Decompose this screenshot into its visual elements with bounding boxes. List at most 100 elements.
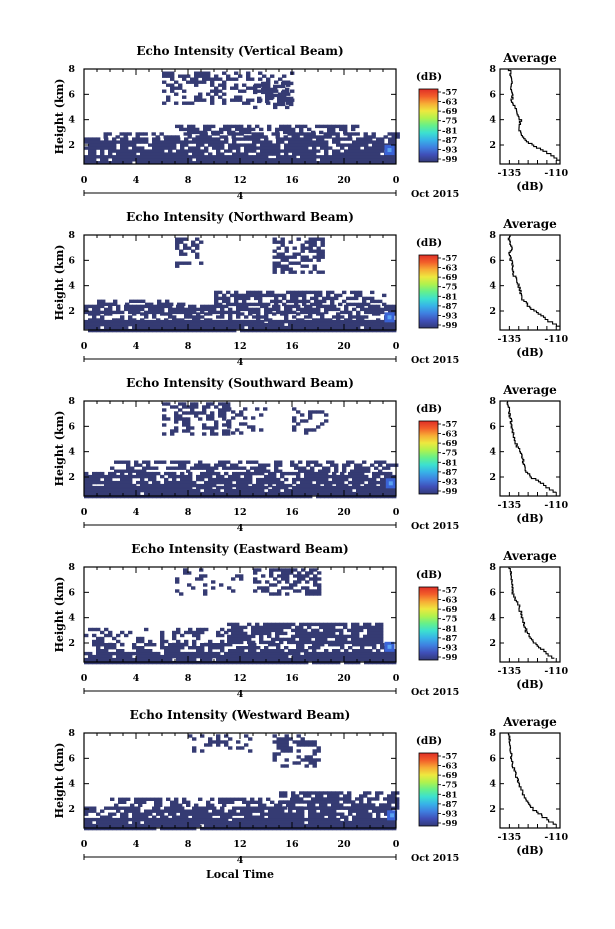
echo-cell (335, 640, 340, 645)
echo-cell (228, 809, 233, 813)
echo-cell (376, 812, 381, 816)
echo-cell (367, 803, 372, 807)
echo-cell (335, 132, 340, 136)
echo-cell (340, 474, 345, 479)
echo-cell (100, 140, 105, 144)
echo-cell (372, 809, 377, 813)
echo-cell (264, 812, 269, 816)
echo-cells (84, 402, 399, 499)
echo-cell (192, 140, 197, 144)
echo-cell (172, 630, 177, 635)
echo-cell (104, 820, 109, 825)
echo-cell (360, 307, 365, 312)
echo-cell (272, 817, 277, 822)
echo-cells (84, 568, 397, 665)
echo-cell (144, 812, 149, 816)
echo-cell (296, 252, 301, 256)
colorbar-tick-label: -81 (442, 126, 457, 136)
echo-cell (120, 642, 125, 647)
echo-cell (271, 628, 276, 633)
echo-cell (172, 646, 177, 650)
echo-cell (170, 429, 175, 433)
echo-cell (204, 817, 209, 822)
echo-cell (288, 826, 293, 831)
echo-cell (248, 491, 253, 496)
echo-cell (308, 319, 313, 324)
echo-cell (320, 471, 325, 476)
echo-cell (348, 660, 353, 665)
x-tick-label: 0 (393, 673, 400, 684)
echo-cell (128, 480, 133, 485)
echo-cell (200, 654, 205, 659)
echo-cell (312, 161, 317, 165)
echo-cell (112, 657, 117, 662)
echo-cell (236, 485, 241, 490)
echo-cell (316, 318, 321, 322)
echo-cell (216, 471, 221, 476)
echo-cell (360, 315, 365, 319)
echo-cell (211, 124, 216, 129)
echo-cell (332, 158, 337, 162)
echo-cell (300, 161, 305, 165)
echo-cell (265, 84, 270, 89)
echo-cell (359, 797, 364, 801)
echo-cell (388, 158, 393, 162)
echo-cell (242, 89, 247, 93)
echo-cell (206, 405, 211, 409)
echo-cell (222, 463, 227, 467)
echo-cell (140, 474, 145, 479)
echo-cell (372, 823, 377, 828)
echo-cell (300, 649, 305, 653)
echo-cell (300, 149, 305, 153)
echo-cell (234, 797, 239, 801)
echo-cell (84, 146, 89, 150)
echo-cell (140, 639, 145, 644)
echo-cell (266, 302, 271, 307)
colorbar (418, 752, 439, 827)
colorbar-tick-label: -87 (442, 136, 457, 146)
echo-cell (297, 571, 302, 575)
echo-cell (250, 98, 255, 102)
echo-cell (212, 319, 217, 324)
echo-cell (320, 657, 325, 662)
echo-cell (124, 657, 129, 662)
echo-cell (200, 322, 205, 327)
echo-cell (124, 483, 129, 488)
echo-cell (310, 290, 315, 295)
echo-cell (216, 817, 221, 822)
echo-cell (206, 414, 211, 418)
echo-cell (192, 318, 197, 322)
echo-cell (332, 812, 337, 816)
echo-cell (298, 293, 303, 298)
echo-cell (376, 657, 381, 662)
echo-cell (280, 240, 285, 244)
echo-cell (340, 820, 345, 825)
echo-cell (168, 310, 173, 315)
echo-cell (328, 483, 333, 488)
echo-cell (256, 146, 261, 150)
echo-cell (182, 411, 187, 415)
y-tick-label: 2 (68, 140, 75, 151)
echo-cell (183, 127, 188, 132)
echo-cell (316, 820, 321, 825)
echo-cell (388, 651, 393, 656)
echo-cell (340, 651, 345, 656)
echo-cell (363, 634, 368, 639)
echo-cell (195, 252, 200, 256)
echo-cell (296, 485, 301, 490)
echo-cell (292, 651, 297, 656)
echo-cell (368, 152, 373, 156)
echo-cell (307, 806, 312, 810)
echo-cell (118, 797, 123, 801)
echo-cell (236, 474, 241, 479)
echo-cell (247, 622, 252, 627)
echo-cell (184, 158, 189, 162)
average-title: Average (502, 715, 557, 729)
echo-cell (280, 161, 285, 165)
echo-cell (186, 423, 191, 427)
echo-cell (276, 660, 281, 665)
echo-cell (196, 491, 201, 496)
echo-cell (236, 149, 241, 153)
echo-cell (194, 466, 199, 470)
echo-cell (304, 743, 309, 747)
